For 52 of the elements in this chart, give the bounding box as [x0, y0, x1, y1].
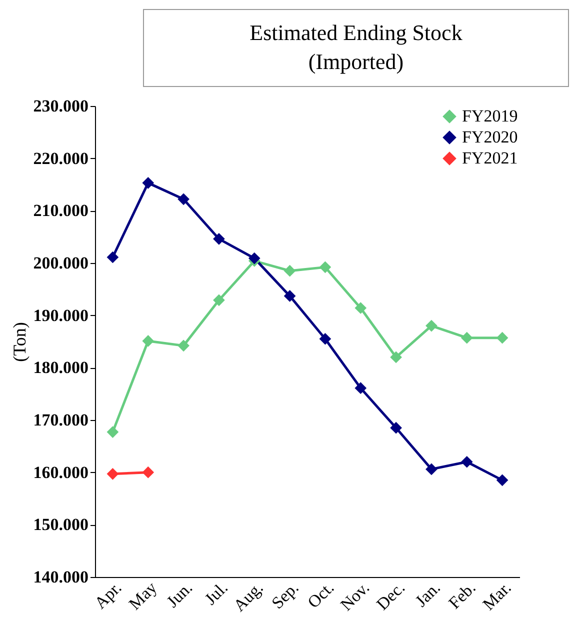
x-tick-label: Apr. — [90, 578, 126, 613]
legend-label: FY2020 — [462, 128, 518, 146]
x-tick-label: Nov. — [336, 578, 374, 614]
y-tick-label: 150.000 — [33, 515, 88, 534]
y-tick-label: 230.000 — [33, 96, 88, 116]
point — [142, 177, 154, 189]
point — [354, 382, 367, 394]
x-tick-label: May — [125, 578, 161, 614]
point — [106, 468, 119, 480]
point — [426, 320, 438, 332]
point — [426, 463, 438, 476]
x-tick-label: Oct. — [304, 578, 338, 612]
chart-title: Estimated Ending Stock (Imported) — [143, 9, 569, 87]
y-tick-label: 210.000 — [33, 201, 88, 220]
y-tick-label: 200.000 — [33, 254, 88, 272]
point — [390, 351, 402, 364]
x-tick-label: Aug. — [230, 578, 267, 616]
point — [496, 332, 508, 344]
point — [248, 252, 260, 264]
y-axis-title: (Ton) — [9, 322, 30, 362]
point — [178, 193, 190, 206]
x-tick-label: Dec. — [372, 578, 409, 614]
point — [213, 233, 225, 245]
point — [460, 456, 473, 468]
point — [460, 332, 473, 344]
point — [284, 290, 296, 302]
x-tick-label: Feb. — [444, 578, 480, 613]
y-tick-label: 160.000 — [33, 462, 88, 482]
point — [390, 422, 402, 434]
point — [142, 335, 154, 347]
point — [319, 261, 332, 274]
x-tick-label: Jun. — [162, 578, 196, 612]
point — [106, 251, 119, 264]
x-tick-label: Sep. — [268, 578, 302, 613]
point — [142, 466, 154, 478]
legend-label: FY2021 — [462, 148, 518, 168]
point — [178, 340, 190, 352]
x-tick-label: Jan. — [412, 578, 444, 611]
y-tick-label: 190.000 — [33, 306, 88, 325]
point — [284, 264, 296, 277]
point — [354, 302, 367, 314]
y-tick-label: 140.000 — [33, 568, 88, 586]
point — [319, 332, 332, 345]
point — [496, 474, 508, 486]
x-tick-label: Mar. — [479, 578, 515, 614]
point — [213, 294, 225, 306]
legend-label: FY2019 — [462, 106, 518, 126]
y-tick-label: 180.000 — [33, 358, 88, 378]
point — [106, 426, 119, 438]
x-tick-label: Jul. — [201, 578, 232, 609]
y-tick-label: 170.000 — [33, 410, 88, 430]
y-tick-label: 220.000 — [33, 148, 88, 168]
